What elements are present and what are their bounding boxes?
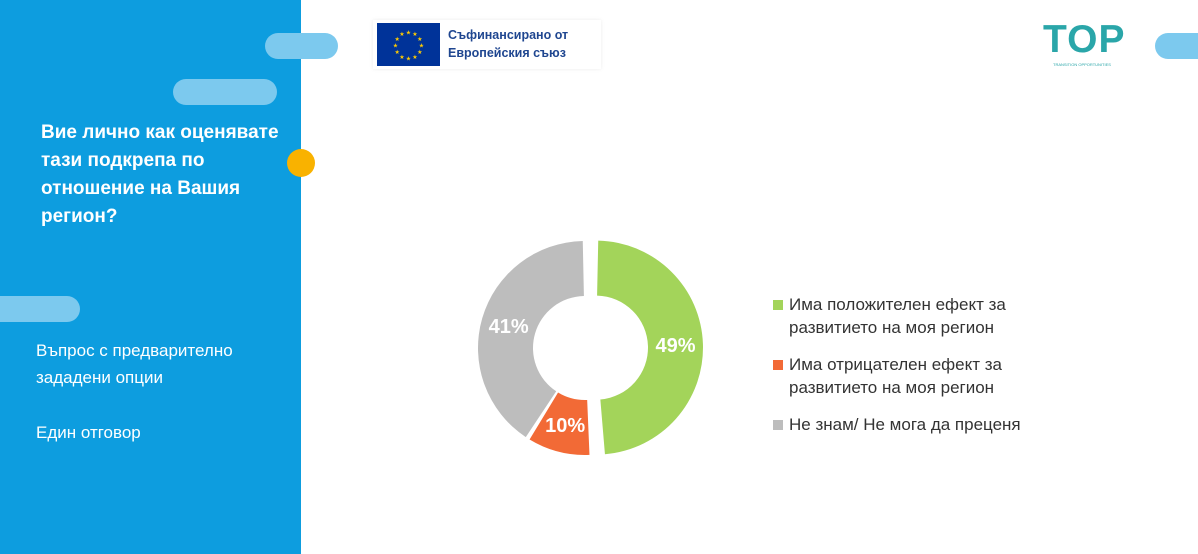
decor-pill (0, 296, 80, 322)
decor-pill (1155, 33, 1198, 59)
legend-label: Има положителен ефект за развитието на мо… (789, 293, 1006, 339)
legend-label: Има отрицателен ефект за развитието на мо… (789, 353, 1002, 399)
legend-label-line: Има отрицателен ефект за (789, 355, 1002, 374)
eu-star: ★ (419, 43, 424, 50)
decor-pill (173, 79, 277, 105)
legend-swatch (773, 300, 783, 310)
top-logo-letters: TOP (1043, 18, 1126, 61)
eu-star: ★ (412, 31, 417, 38)
data-label: 49% (655, 335, 695, 357)
eu-star: ★ (393, 43, 398, 50)
eu-star: ★ (399, 31, 404, 38)
eu-star: ★ (399, 54, 404, 61)
eu-star: ★ (417, 49, 422, 56)
eu-star: ★ (395, 36, 400, 43)
eu-flag-icon: ★ ★ ★ ★ ★ ★ ★ ★ ★ ★ ★ ★ (377, 23, 440, 66)
answer-type: Един отговор (36, 423, 141, 442)
donut-chart: 49% 10% 41% (478, 240, 703, 455)
eu-cofunded-banner: ★ ★ ★ ★ ★ ★ ★ ★ ★ ★ ★ ★ Съфинансирано от Европейски… (373, 20, 601, 69)
top-logo-tagline: TRANSITION OPPORTUNITIES (1053, 62, 1111, 67)
legend-label: Не знам/ Не мога да преценя (789, 413, 1021, 436)
legend-label-line: развитието на моя регион (789, 378, 995, 397)
legend-swatch (773, 360, 783, 370)
donut-slice (529, 392, 590, 455)
accent-dot (287, 149, 315, 177)
question-type: Въпрос с предварително зададени опции (36, 341, 233, 387)
data-label: 41% (489, 316, 529, 338)
eu-line-2: Европейския съюз (448, 46, 566, 60)
decor-pill (265, 33, 338, 59)
eu-line-1: Съфинансирано от (448, 28, 569, 42)
legend-label-line: Има положителен ефект за (789, 295, 1006, 314)
eu-star: ★ (412, 54, 417, 61)
eu-cofunded-text: Съфинансирано от Европейския съюз (448, 26, 568, 62)
survey-question: Вие лично как оценявате тази подкрепа по… (41, 122, 279, 227)
eu-star: ★ (417, 36, 422, 43)
top-logo: TOP TRANSITION OPPORTUNITIES (1043, 18, 1129, 70)
eu-star: ★ (406, 30, 411, 37)
legend-label-line: Не знам/ Не мога да преценя (789, 415, 1021, 434)
donut-slice (478, 241, 584, 438)
donut-slice (597, 240, 703, 455)
legend-swatch (773, 420, 783, 430)
eu-star: ★ (395, 49, 400, 56)
data-label: 10% (545, 415, 585, 437)
eu-star: ★ (406, 56, 411, 63)
legend-label-line: развитието на моя регион (789, 318, 995, 337)
